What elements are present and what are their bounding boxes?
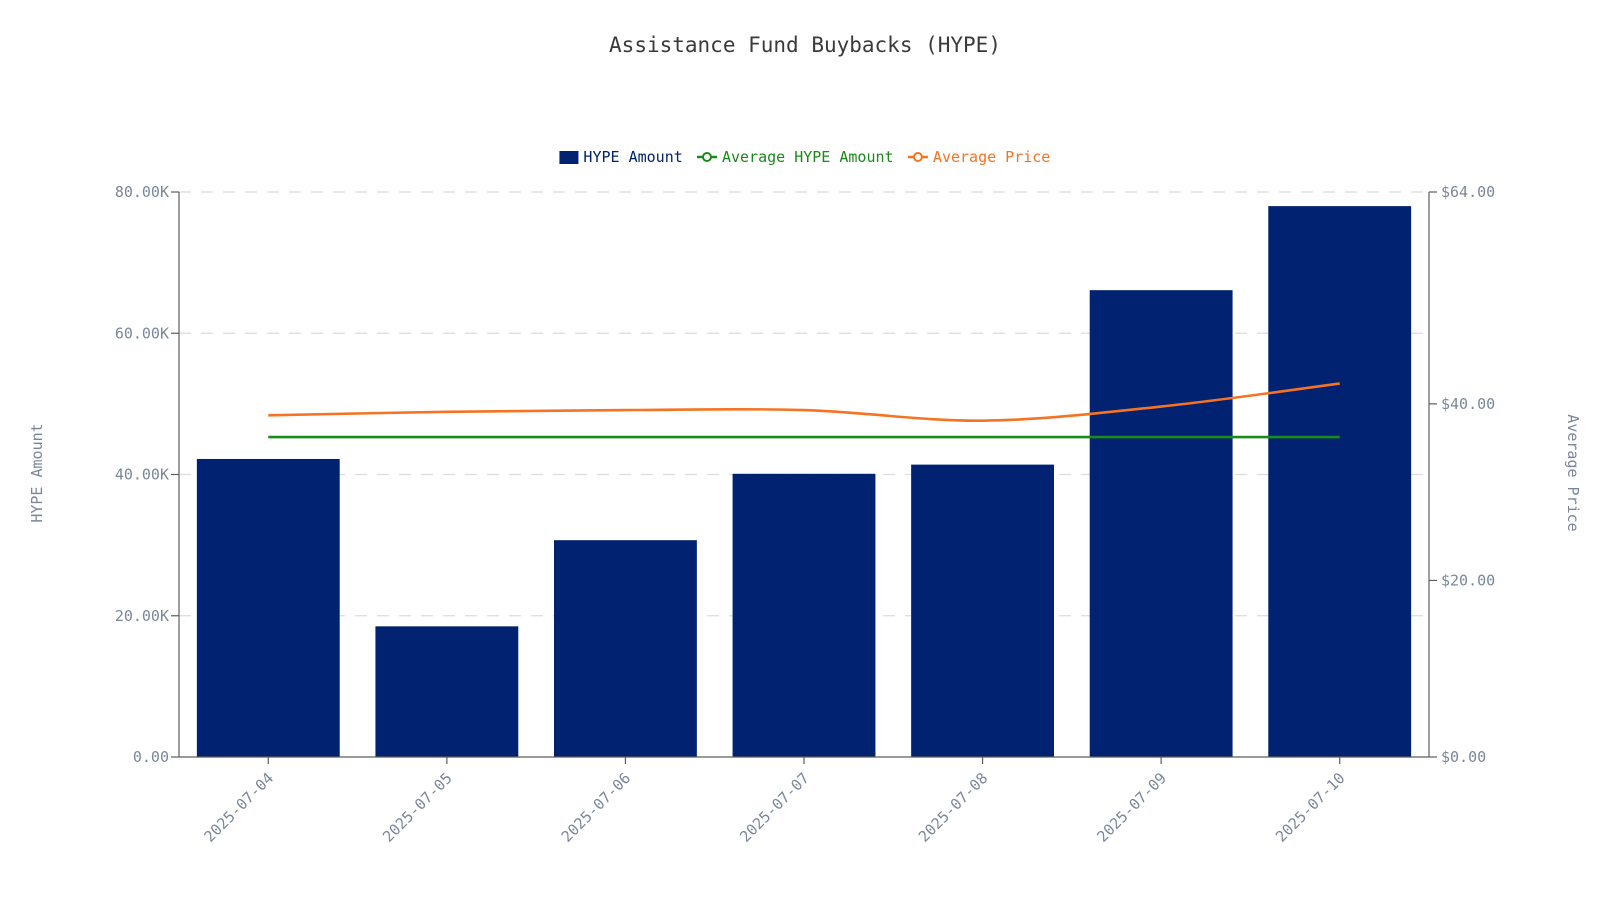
y-left-axis-title: HYPE Amount — [28, 423, 46, 522]
legend-label: Average Price — [933, 148, 1050, 166]
x-tick-label: 2025-07-08 — [915, 769, 992, 846]
bar-2025-07-07[interactable] — [732, 473, 876, 757]
legend-label: HYPE Amount — [583, 148, 682, 166]
y-right-tick-label: $0.00 — [1441, 748, 1486, 766]
legend-item-hype-amount[interactable]: HYPE Amount — [559, 148, 683, 166]
x-tick-label: 2025-07-07 — [736, 769, 813, 846]
legend: HYPE Amount Average HYPE Amount Average Pr… — [559, 148, 1050, 166]
x-tick-label: 2025-07-06 — [558, 769, 635, 846]
legend-item-average-hype-amount[interactable]: Average HYPE Amount — [696, 148, 894, 166]
legend-marker — [701, 152, 712, 162]
line-average-price[interactable] — [268, 382, 1340, 422]
x-tick-label: 2025-07-10 — [1272, 769, 1349, 846]
y-left-tick-label: 20.00K — [115, 607, 169, 625]
bar-2025-07-08[interactable] — [911, 464, 1054, 757]
bar-2025-07-09[interactable] — [1089, 290, 1233, 757]
y-right-tick-label: $40.00 — [1441, 395, 1495, 413]
x-tick-label: 2025-07-09 — [1093, 769, 1170, 846]
bar-2025-07-10[interactable] — [1268, 206, 1412, 757]
legend-marker — [912, 152, 923, 162]
y-right-tick-label: $20.00 — [1441, 571, 1495, 589]
y-left-tick-label: 40.00K — [115, 466, 169, 484]
x-tick-label: 2025-07-04 — [201, 769, 278, 846]
legend-label: Average HYPE Amount — [722, 148, 894, 166]
legend-item-average-price[interactable]: Average Price — [907, 148, 1050, 166]
y-left-tick-label: 60.00K — [115, 324, 169, 342]
lines — [268, 382, 1340, 439]
y-right-axis-title: Average Price — [1564, 414, 1582, 531]
y-right-tick-label: $64.00 — [1441, 183, 1495, 201]
chart-title: Assistance Fund Buybacks (HYPE) — [609, 33, 1001, 57]
bar-2025-07-06[interactable] — [554, 540, 697, 757]
y-left-tick-label: 80.00K — [115, 183, 169, 201]
legend-swatch — [559, 151, 579, 164]
bars — [196, 206, 1412, 757]
bar-2025-07-04[interactable] — [196, 458, 340, 757]
bar-2025-07-05[interactable] — [375, 626, 519, 757]
x-tick-label: 2025-07-05 — [379, 769, 456, 846]
y-left-tick-label: 0.00 — [133, 748, 169, 766]
